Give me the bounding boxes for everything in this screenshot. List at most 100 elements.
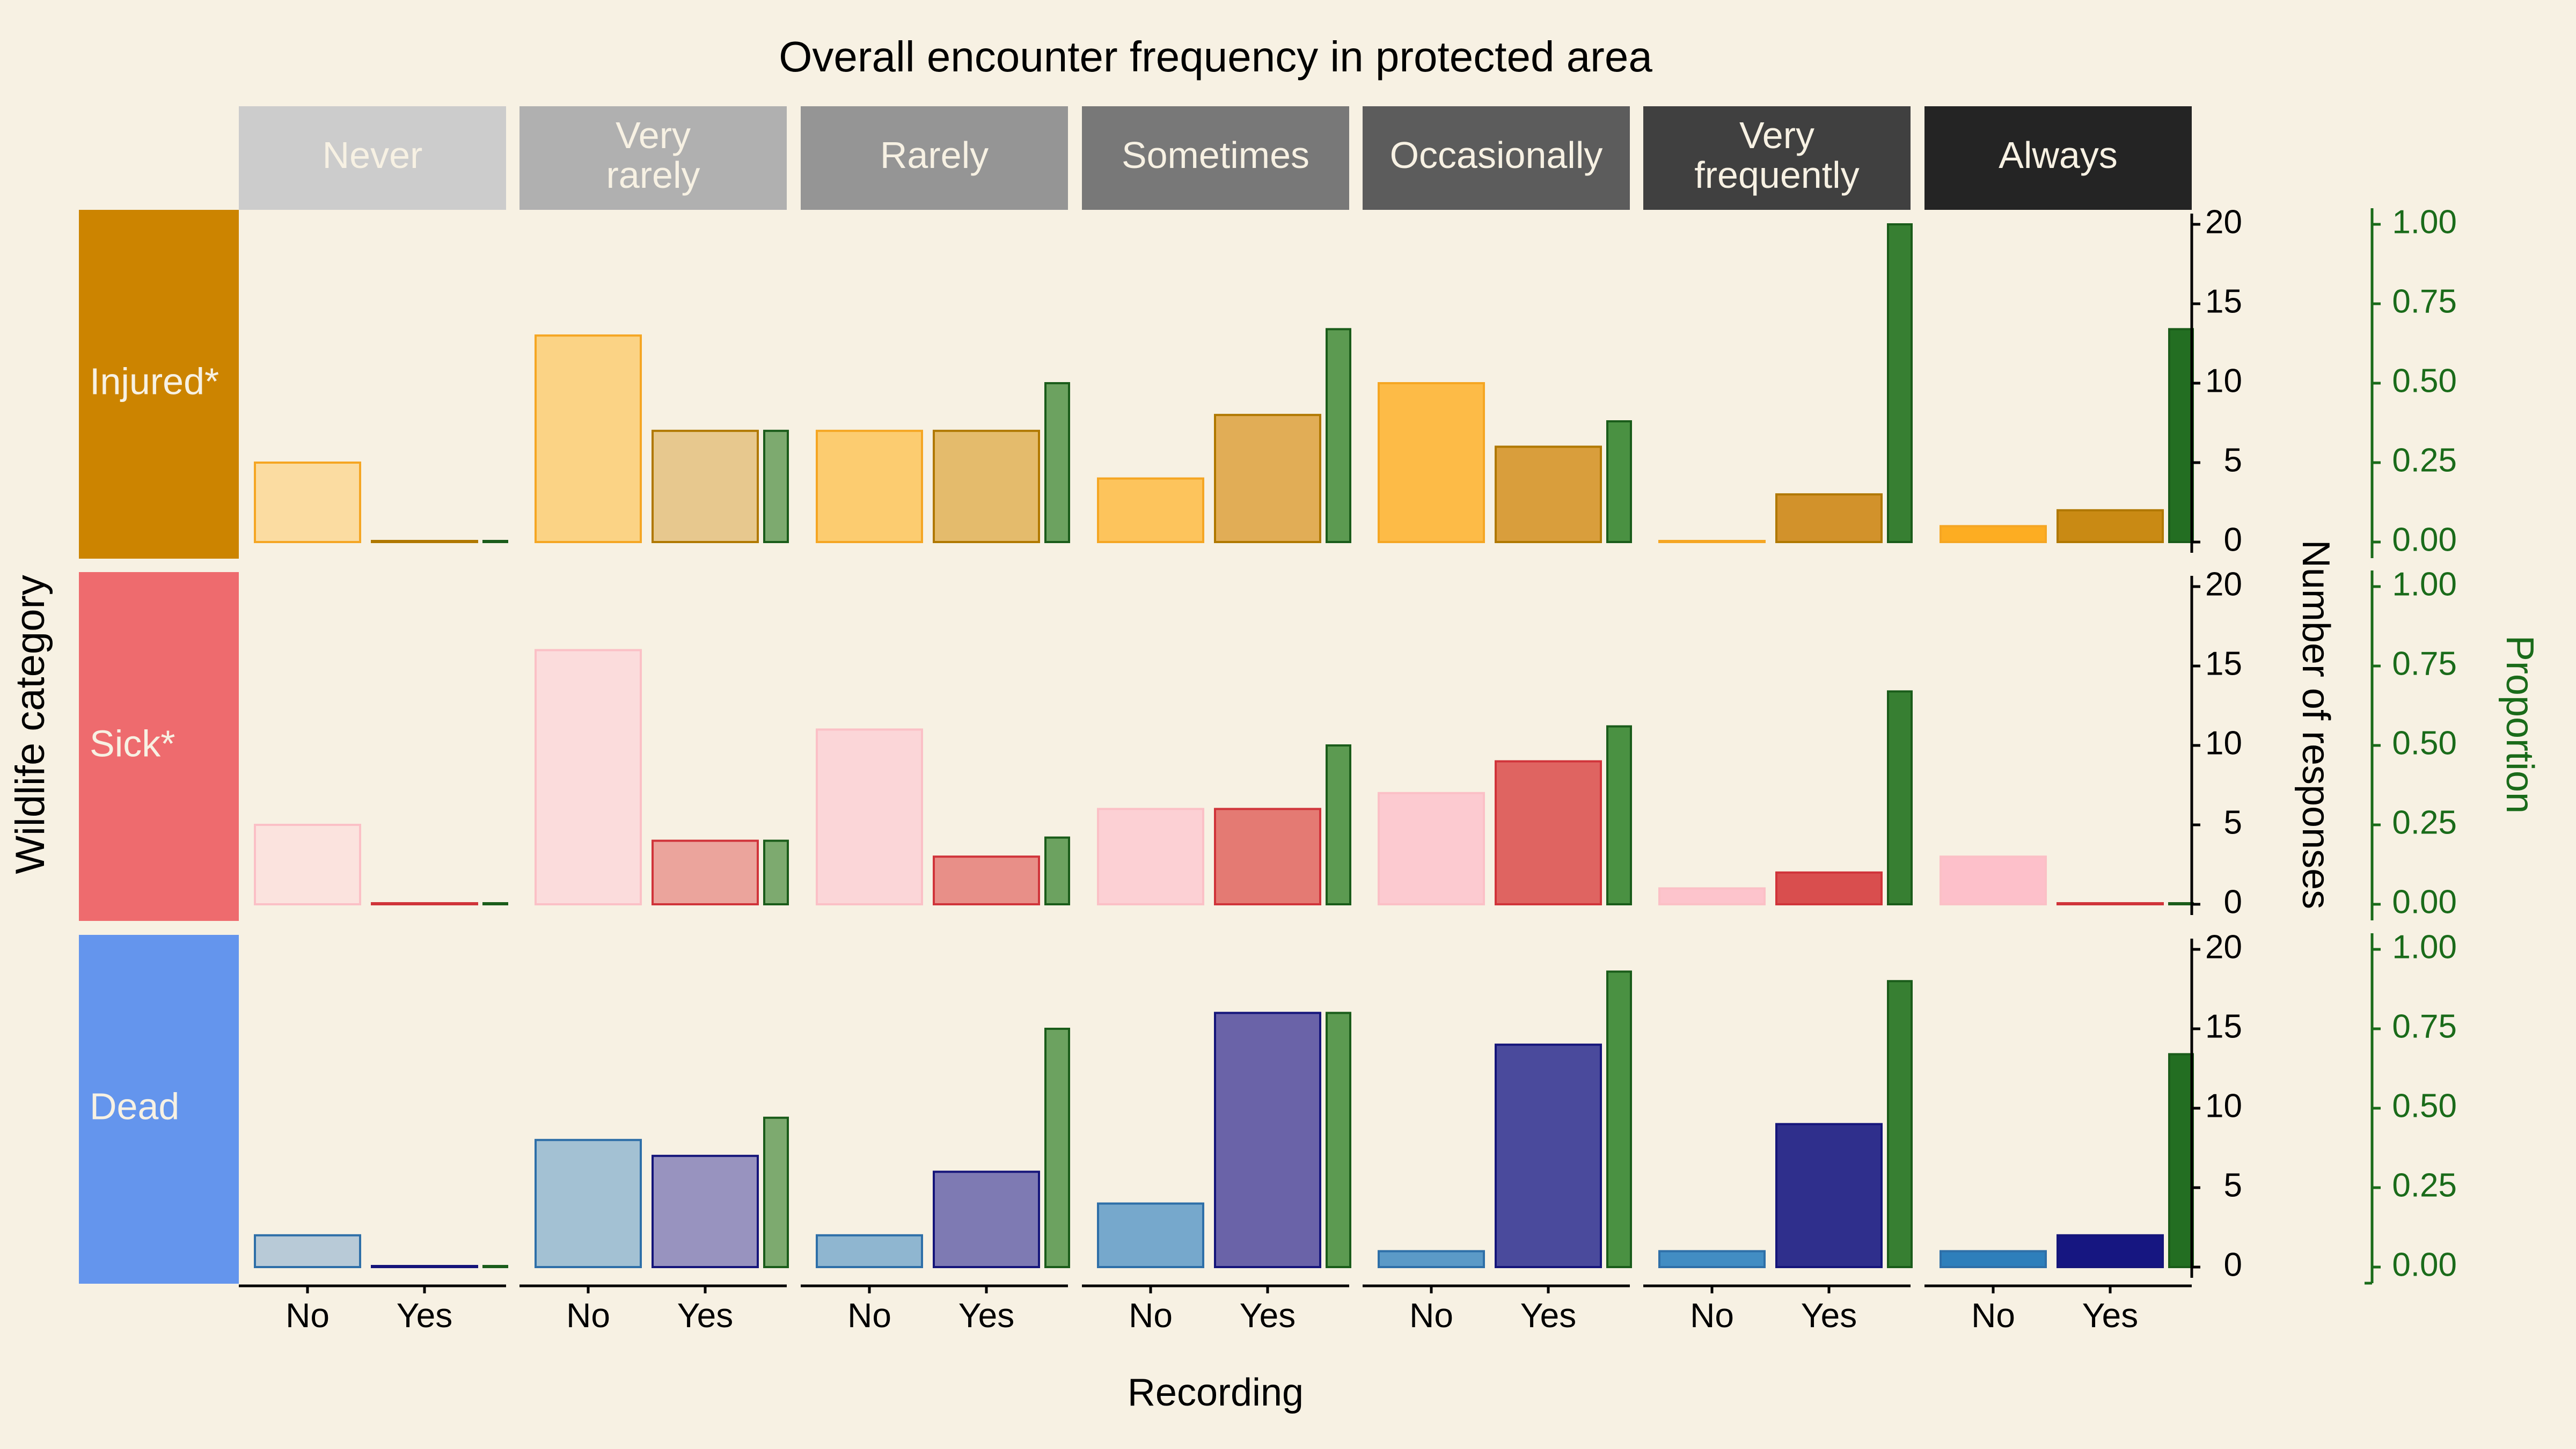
count-tick-label: 0: [2224, 1246, 2242, 1283]
x-tick-label: No: [1690, 1296, 1734, 1335]
bar-yes: [2057, 509, 2164, 543]
bar-proportion: [482, 540, 508, 543]
bar-no: [1097, 1202, 1204, 1269]
bar-no: [816, 728, 923, 906]
proportion-axis-2: 0.00 0.25 0.50 0.75 1.00: [2370, 566, 2457, 920]
proportion-tick-label: 0.00: [2392, 1246, 2457, 1283]
x-axis-7: No Yes: [1924, 1284, 2192, 1335]
bar-yes: [371, 1265, 478, 1268]
bar-proportion: [1044, 382, 1070, 543]
count-tick-label: 10: [2205, 724, 2242, 762]
column-strip-bg: [1082, 106, 1349, 210]
bar-no: [535, 334, 642, 543]
bar-no: [1097, 477, 1204, 543]
bar-no: [816, 429, 923, 543]
bar-yes: [1214, 808, 1321, 906]
column-strip-bg: [801, 106, 1068, 210]
proportion-axis-3: 0.00 0.25 0.50 0.75 1.00: [2370, 928, 2457, 1283]
count-tick-label: 15: [2205, 645, 2242, 682]
column-strip-label: frequently: [1694, 154, 1859, 196]
bar-no: [1658, 540, 1766, 543]
count-tick-label: 15: [2205, 283, 2242, 320]
proportion-tick-label: 0.00: [2392, 883, 2457, 920]
bar-yes: [1495, 445, 1602, 544]
bar-yes: [933, 1170, 1040, 1268]
proportion-tick-label: 0.75: [2392, 645, 2457, 682]
bar-proportion: [1326, 744, 1351, 905]
row-strip-label: Injured*: [90, 360, 219, 402]
count-tick-label: 10: [2205, 362, 2242, 399]
count-axis-3: 0 5 10 15 20: [2190, 928, 2242, 1283]
column-strip-3: Rarely: [801, 106, 1068, 210]
x-tick-label: Yes: [677, 1296, 733, 1335]
count-tick-label: 0: [2224, 883, 2242, 920]
bar-proportion: [482, 902, 508, 905]
x-axis-3: No Yes: [801, 1284, 1068, 1335]
row-strip-bg: [79, 935, 239, 1284]
column-strip-label: Rarely: [880, 134, 989, 176]
bar-yes: [652, 839, 759, 905]
row-strip-1: Injured*: [79, 210, 239, 559]
count-tick-label: 10: [2205, 1087, 2242, 1124]
proportion-tick-label: 0.25: [2392, 1167, 2457, 1204]
x-tick-label: Yes: [1240, 1296, 1296, 1335]
x-axis-title: Recording: [1128, 1371, 1304, 1414]
bar-no: [816, 1234, 923, 1269]
bar-yes: [2057, 1234, 2164, 1269]
bar-yes: [1214, 1012, 1321, 1269]
column-strip-7: Always: [1924, 106, 2192, 210]
bar-proportion: [763, 839, 789, 905]
x-axis-5: No Yes: [1363, 1284, 1630, 1335]
count-tick-label: 20: [2205, 928, 2242, 965]
row-strip-3: Dead: [79, 935, 239, 1284]
column-strip-bg: [1924, 106, 2192, 210]
x-tick-label: Yes: [1520, 1296, 1576, 1335]
column-strip-bg: [1363, 106, 1630, 210]
bar-no: [535, 649, 642, 906]
proportion-axis-title: Proportion: [2498, 635, 2541, 814]
x-axis-1: No Yes: [239, 1284, 506, 1335]
bar-yes: [371, 540, 478, 543]
bar-proportion: [763, 1116, 789, 1268]
column-strip-label: Never: [323, 134, 423, 176]
bar-proportion: [763, 429, 789, 543]
bar-no: [1378, 1250, 1485, 1268]
bar-yes: [1495, 760, 1602, 905]
row-strip-label: Dead: [90, 1085, 179, 1127]
bar-proportion: [1326, 328, 1351, 543]
column-strip-4: Sometimes: [1082, 106, 1349, 210]
row-strip-bg: [79, 210, 239, 559]
x-tick-label: No: [1129, 1296, 1173, 1335]
bar-proportion: [1887, 223, 1913, 543]
column-strip-label: Very: [616, 114, 691, 156]
bar-proportion: [2168, 902, 2194, 905]
column-strip-5: Occasionally: [1363, 106, 1630, 210]
proportion-tick-label: 0.25: [2392, 804, 2457, 841]
count-tick-label: 5: [2224, 804, 2242, 841]
count-tick-label: 5: [2224, 442, 2242, 479]
x-tick-label: No: [566, 1296, 610, 1335]
bar-no: [535, 1139, 642, 1268]
count-tick-label: 20: [2205, 203, 2242, 240]
column-strip-bg: [519, 106, 787, 210]
proportion-axis-1: 0.00 0.25 0.50 0.75 1.00: [2370, 203, 2457, 558]
row-strip-2: Sick*: [79, 572, 239, 921]
column-strip-1: Never: [239, 106, 506, 210]
column-strip-label: Very: [1739, 114, 1814, 156]
column-strip-label: Sometimes: [1122, 134, 1309, 176]
x-tick-label: Yes: [397, 1296, 452, 1335]
proportion-tick-label: 1.00: [2392, 928, 2457, 965]
proportion-tick-label: 1.00: [2392, 203, 2457, 240]
count-axis-1: 0 5 10 15 20: [2190, 203, 2242, 558]
bar-yes: [1495, 1043, 1602, 1268]
count-tick-label: 5: [2224, 1167, 2242, 1204]
proportion-tick-label: 0.50: [2392, 1087, 2457, 1124]
count-axis-2: 0 5 10 15 20: [2190, 566, 2242, 920]
x-axis-6: No Yes: [1643, 1284, 1911, 1335]
proportion-tick-label: 0.00: [2392, 521, 2457, 558]
x-axis-2: No Yes: [519, 1284, 787, 1335]
chart-title: Overall encounter frequency in protected…: [779, 33, 1652, 80]
bar-proportion: [2168, 328, 2194, 543]
bar-proportion: [1606, 420, 1632, 543]
